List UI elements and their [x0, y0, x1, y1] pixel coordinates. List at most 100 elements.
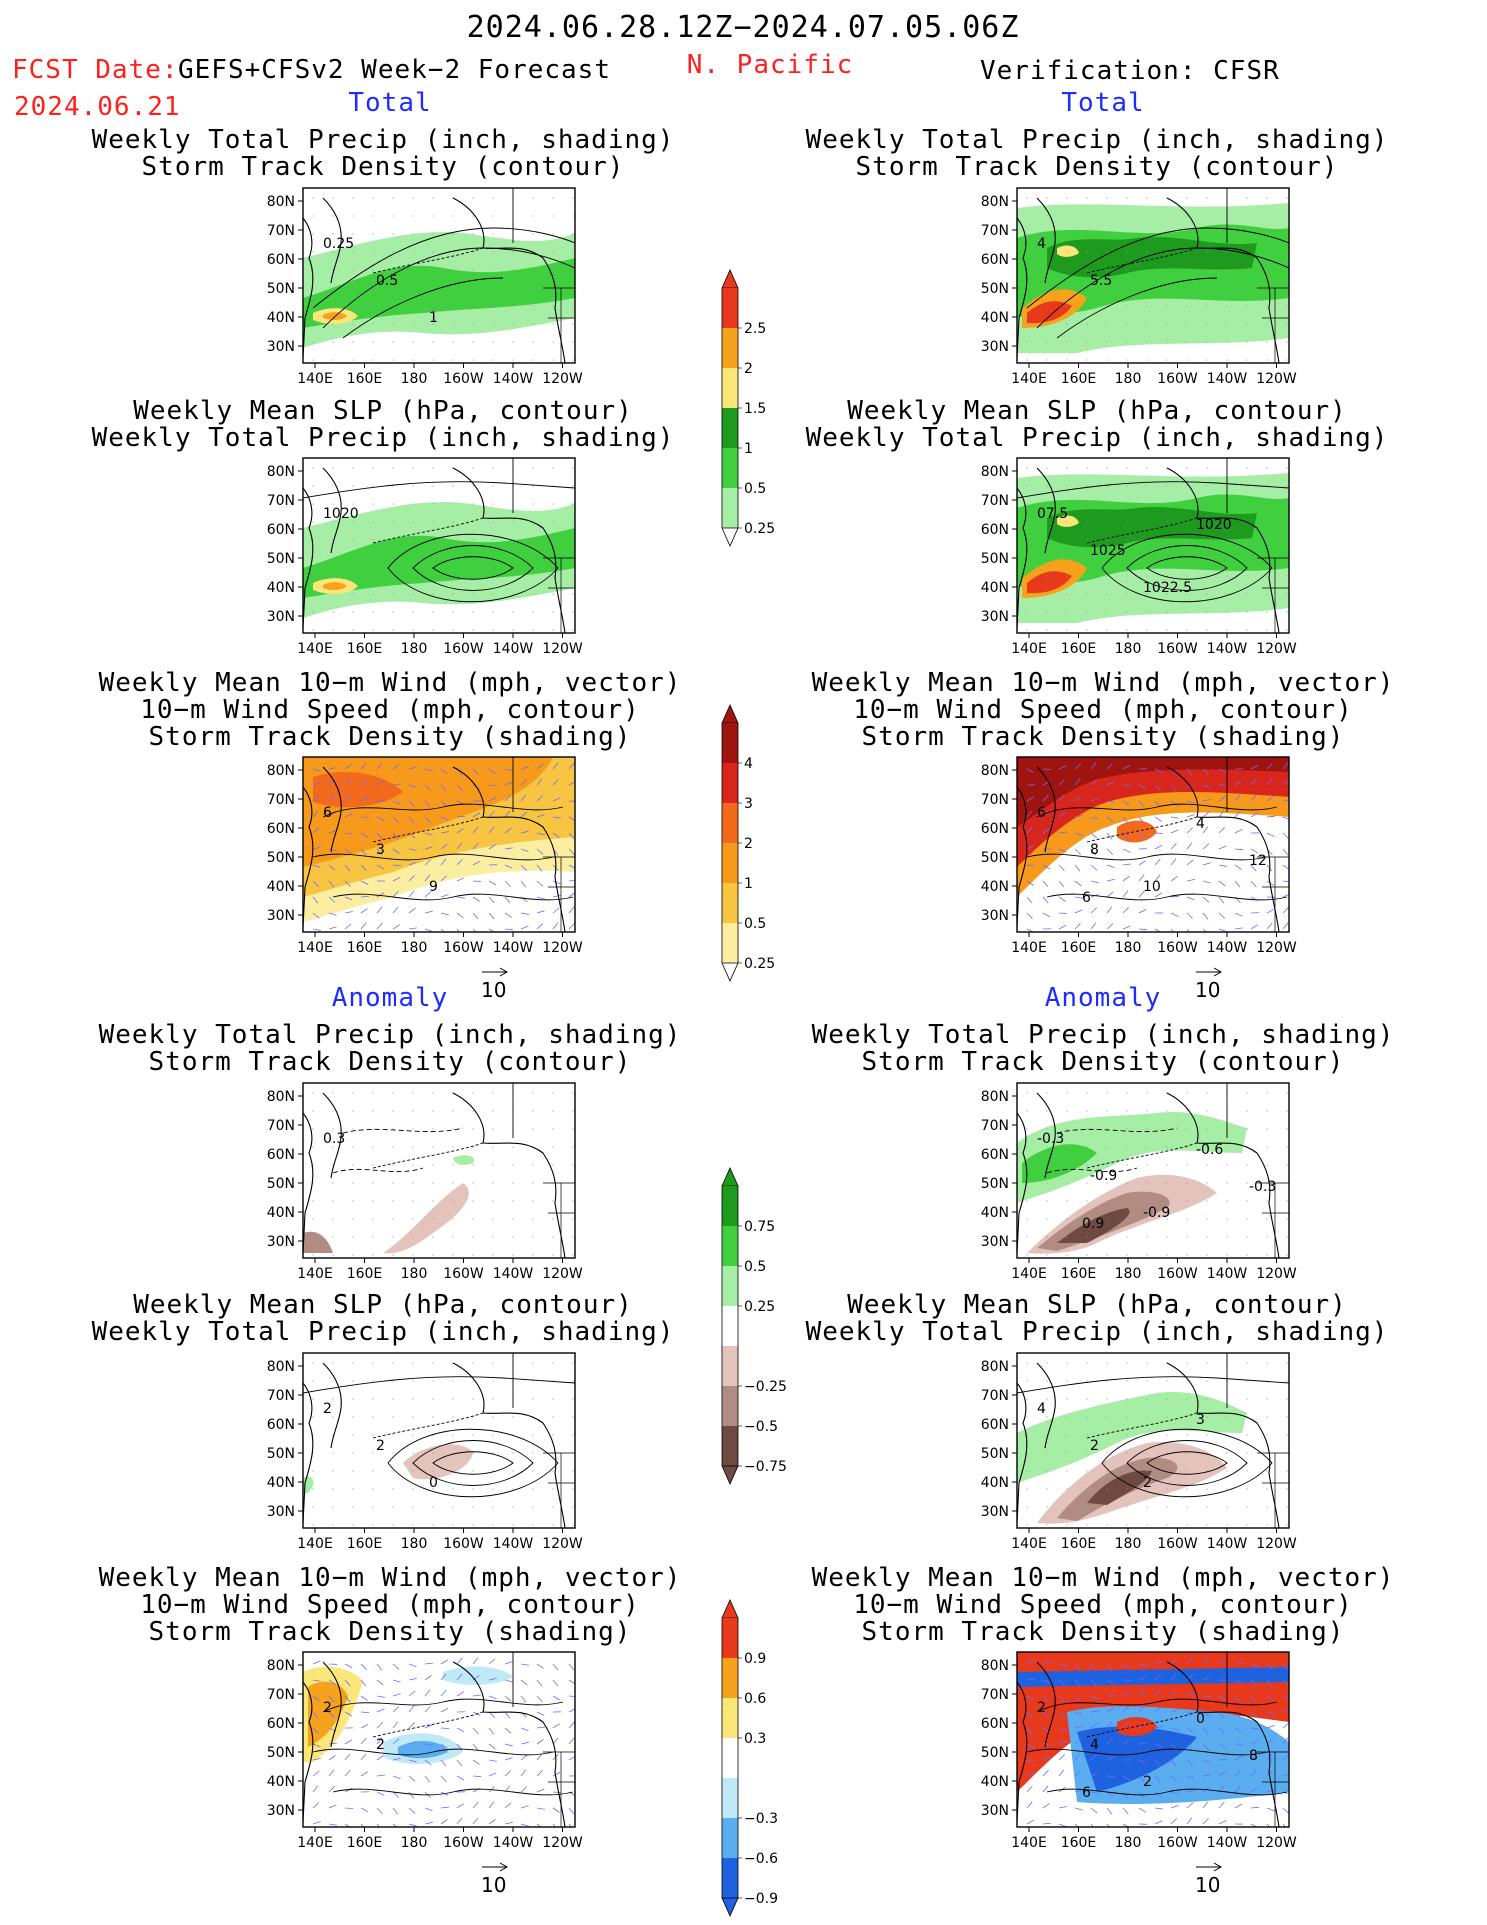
- lat-tick-label: 40N: [981, 1205, 1009, 1221]
- contour-line: [1056, 1127, 1178, 1134]
- lon-tick-label: 160E: [1061, 371, 1097, 387]
- lon-tick-label: 140E: [1011, 641, 1047, 657]
- colorbar-label: 1.5: [744, 401, 766, 417]
- colorbar-swatch: [722, 408, 738, 448]
- lat-tick-label: 70N: [981, 792, 1009, 808]
- map-panel-fcst-anom-precip-storm: 0.3 80N 70N 60N 50N 40N 30N 140E 160E 180 160W 140W…: [253, 1082, 585, 1286]
- lat-tick-label: 60N: [981, 522, 1009, 538]
- shading-region: [303, 528, 575, 598]
- lon-tick-label: 160W: [443, 1536, 484, 1552]
- colorbar-label: 0.6: [744, 1691, 766, 1707]
- colorbar-swatch: [722, 368, 738, 408]
- lat-tick-label: 80N: [267, 464, 295, 480]
- title-fcst-total-precip-storm: Weekly Total Precip (inch, shading) Storm…: [91, 125, 675, 182]
- contour-line: [1017, 481, 1289, 499]
- lat-tick-label: 80N: [267, 194, 295, 210]
- lon-tick-label: 180: [1115, 1536, 1142, 1552]
- lat-tick-label: 60N: [267, 1417, 295, 1433]
- map-panel-verif-total-precip-storm: 4 5.5 80N 70N 60N 50N 40N 30N 140E 160E 180 160W 140…: [967, 187, 1299, 391]
- contour-line: [1126, 545, 1248, 591]
- lon-tick-label: 140W: [493, 371, 534, 387]
- contour-label: 1025: [1090, 543, 1126, 559]
- region-name: N. Pacific: [686, 50, 854, 80]
- contour-label: 2: [376, 1737, 385, 1753]
- shading-region: [1057, 515, 1079, 527]
- section-anomaly-right: Anomaly: [1044, 983, 1162, 1013]
- contour-line: [1026, 1748, 1268, 1756]
- map-panel-verif-anom-slp-precip: 4 2 2 3 80N 70N 60N 50N 40N 30N 140E 160E 180 160W 140…: [967, 1352, 1299, 1556]
- fcst-date: 2024.06.21: [14, 92, 181, 122]
- lon-tick-label: 140E: [1011, 940, 1047, 956]
- colorbar-swatch: [722, 883, 738, 923]
- lon-tick-label: 180: [1115, 371, 1142, 387]
- lon-tick-label: 180: [1115, 1266, 1142, 1282]
- contour-line: [1056, 277, 1218, 339]
- colorbar-swatch: [722, 803, 738, 843]
- colorbar-swatch: [722, 1306, 738, 1346]
- lat-tick-label: 50N: [981, 850, 1009, 866]
- lon-tick-label: 120W: [1256, 1835, 1297, 1851]
- colorbar-swatch: [722, 1738, 738, 1778]
- contour-line: [312, 1748, 554, 1756]
- lat-tick-label: 70N: [981, 1118, 1009, 1134]
- shading-region: [1017, 1392, 1247, 1483]
- contour-line: [1036, 1698, 1278, 1713]
- lat-tick-label: 70N: [267, 1118, 295, 1134]
- shading-region: [1027, 571, 1072, 594]
- lon-tick-label: 120W: [542, 1266, 583, 1282]
- contour-line: [1046, 893, 1288, 901]
- lat-tick-label: 80N: [267, 1359, 295, 1375]
- colorbar-label: 0.5: [744, 481, 766, 497]
- contour-line: [1126, 1440, 1248, 1486]
- contour-label: 6: [1082, 1785, 1091, 1801]
- contour-line: [322, 803, 564, 818]
- grid-dots: [1026, 1092, 1288, 1256]
- lon-tick-label: 140W: [493, 1266, 534, 1282]
- verification-label: Verification: CFSR: [980, 56, 1280, 86]
- model-name: GEFS+CFSv2 Week−2 Forecast: [178, 55, 611, 85]
- contour-label: 8: [1249, 1748, 1258, 1764]
- arrow-right-icon: [1196, 1862, 1223, 1872]
- contour-label: 4: [1196, 816, 1205, 832]
- contour-line: [1026, 227, 1289, 309]
- lat-tick-label: 50N: [981, 1745, 1009, 1761]
- contour-label: 0: [429, 1475, 438, 1491]
- lon-tick-label: 160E: [347, 940, 383, 956]
- lat-tick-label: 60N: [981, 252, 1009, 268]
- arrow-right-icon: [1196, 967, 1223, 977]
- contour-label: 0.25: [323, 236, 354, 252]
- lat-tick-label: 80N: [981, 1359, 1009, 1375]
- lon-tick-label: 160W: [443, 371, 484, 387]
- lon-tick-label: 160E: [347, 371, 383, 387]
- shading-region: [1087, 1470, 1152, 1505]
- title-fcst-total-wind-storm: Weekly Mean 10−m Wind (mph, vector) 10−m …: [98, 668, 682, 752]
- title-fcst-total-slp-precip: Weekly Mean SLP (hPa, contour) Weekly Tot…: [91, 396, 675, 453]
- grid-dots: [1026, 467, 1288, 631]
- contour-line: [1026, 853, 1268, 861]
- contour-label: 0.5: [376, 273, 398, 289]
- contour-label: 2: [323, 1700, 332, 1716]
- title-fcst-anom-wind-storm: Weekly Mean 10−m Wind (mph, vector) 10−m …: [98, 1563, 682, 1647]
- contour-line: [1017, 1376, 1289, 1394]
- colorbar-label: 3: [744, 796, 753, 812]
- contour-line: [322, 247, 575, 329]
- lon-tick-label: 140W: [493, 1835, 534, 1851]
- contour-label: -0.6: [1196, 1142, 1223, 1158]
- shading-region: [398, 1740, 448, 1759]
- lat-tick-label: 60N: [981, 821, 1009, 837]
- title-verif-total-precip-storm: Weekly Total Precip (inch, shading) Storm…: [805, 125, 1389, 182]
- lat-tick-label: 40N: [267, 879, 295, 895]
- contour-label: 2: [376, 1438, 385, 1454]
- colorbar-label: 2: [744, 361, 753, 377]
- contour-label: -0.9: [1143, 1205, 1170, 1221]
- contour-label: 1020: [323, 506, 359, 522]
- title-fcst-anom-precip-storm: Weekly Total Precip (inch, shading) Storm…: [98, 1020, 682, 1077]
- lon-tick-label: 120W: [542, 641, 583, 657]
- contour-label: 0.9: [1082, 1216, 1104, 1232]
- contour-line: [332, 893, 574, 901]
- lon-tick-label: 140E: [297, 1536, 333, 1552]
- lon-tick-label: 140E: [297, 1835, 333, 1851]
- contour-label: 2: [1090, 1438, 1099, 1454]
- contour-line: [387, 533, 559, 603]
- colorbar-label: 1: [744, 876, 753, 892]
